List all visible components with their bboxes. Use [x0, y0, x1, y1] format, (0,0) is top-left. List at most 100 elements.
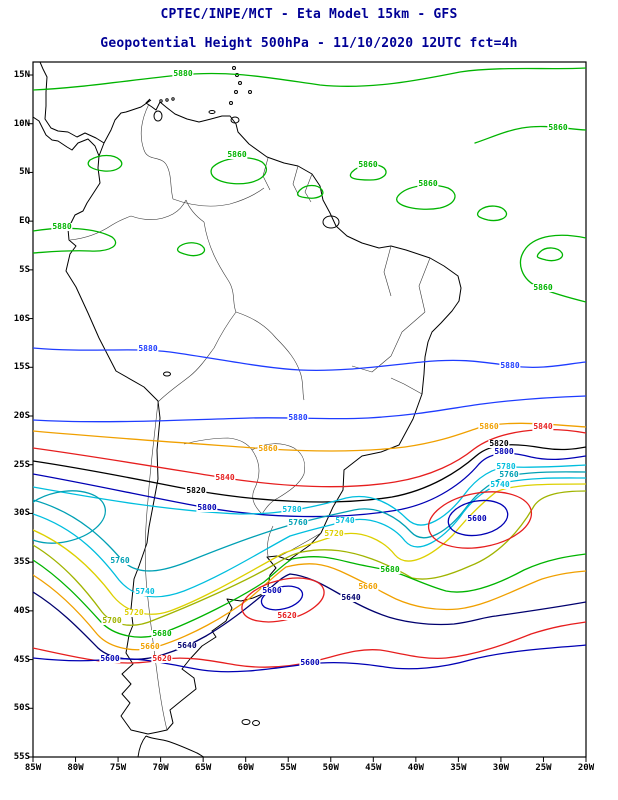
contour-label-5760: 5760: [109, 556, 131, 565]
contour-5860-loop: [396, 184, 456, 210]
contour-5600-closed-east-low: [447, 499, 509, 537]
lon-label-80W: 80W: [67, 763, 84, 773]
borders-layer: [69, 103, 431, 731]
contour-5840-band: [33, 428, 586, 488]
lat-label-45S: 45S: [13, 654, 30, 665]
contour-label-5880: 5880: [287, 413, 309, 422]
contour-5860-east: [519, 234, 586, 303]
lat-label-25S: 25S: [13, 459, 30, 470]
border-line: [144, 401, 168, 731]
coastline-central-america-pacific: [33, 116, 100, 157]
contour-label-5760: 5760: [287, 518, 309, 527]
lon-label-45W: 45W: [365, 763, 382, 773]
contour-label-5740: 5740: [489, 480, 511, 489]
border-line: [262, 157, 313, 203]
contour-label-5800: 5800: [196, 503, 218, 512]
lat-label-50S: 50S: [13, 703, 30, 714]
coastline-central-america-caribbean: [39, 62, 105, 144]
contour-5620-closed-center-low: [241, 577, 325, 623]
lat-label-EQ: EQ: [19, 216, 30, 227]
contour-5700-band: [33, 490, 586, 626]
contour-5860-northeast: [474, 125, 586, 144]
contour-label-5880: 5880: [51, 222, 73, 231]
lat-label-55S: 55S: [13, 752, 30, 762]
lat-label-15S: 15S: [13, 362, 30, 373]
lat-label-15N: 15N: [13, 70, 30, 80]
lon-label-25W: 25W: [535, 763, 552, 773]
chart-title-line1: CPTEC/INPE/MCT - Eta Model 15km - GFS: [160, 7, 458, 22]
lat-label-40S: 40S: [13, 605, 30, 616]
contour-5800-band: [33, 452, 586, 518]
lat-label-5S: 5S: [19, 264, 30, 275]
contour-label-5780: 5780: [281, 505, 303, 514]
contour-5720-band: [33, 483, 586, 615]
contour-label-5600: 5600: [466, 514, 488, 523]
contour-5660-band: [33, 563, 586, 651]
contour-label-5600: 5600: [299, 658, 321, 667]
island-marajo: [322, 215, 340, 229]
lat-label-5N: 5N: [19, 167, 30, 178]
border-line: [69, 199, 205, 241]
contour-label-5600: 5600: [261, 586, 283, 595]
island-margarita: [208, 110, 216, 114]
contour-label-5840: 5840: [214, 473, 236, 482]
border-line: [157, 311, 305, 403]
lon-label-40W: 40W: [407, 763, 424, 773]
lat-label-30S: 30S: [13, 508, 30, 519]
chart-title-line2: Geopotential Height 500hPa - 11/10/2020 …: [100, 36, 518, 51]
lake-titicaca: [163, 371, 171, 377]
lon-label-65W: 65W: [195, 763, 212, 773]
contour-label-5700: 5700: [101, 616, 123, 625]
lat-label-10N: 10N: [13, 118, 30, 129]
contour-label-5680: 5680: [379, 565, 401, 574]
contour-5600-band: [33, 644, 586, 673]
lon-label-50W: 50W: [322, 763, 339, 773]
contour-5860-band: [33, 422, 586, 452]
contour-5880-equator-west: [33, 227, 117, 254]
contour-label-5800: 5800: [493, 447, 515, 456]
contour-label-5820: 5820: [185, 486, 207, 495]
coastline-layer: [33, 62, 462, 757]
border-line: [203, 221, 237, 313]
contour-5680-band: [33, 553, 586, 638]
lon-label-55W: 55W: [280, 763, 297, 773]
contour-label-5640: 5640: [176, 641, 198, 650]
lon-label-70W: 70W: [152, 763, 169, 773]
lat-label-10S: 10S: [13, 313, 30, 324]
border-line: [267, 525, 322, 557]
lon-label-35W: 35W: [450, 763, 467, 773]
border-line: [351, 245, 431, 395]
contour-label-5860: 5860: [532, 283, 554, 292]
contour-5880-mid-b: [33, 395, 586, 423]
contour-label-5820: 5820: [488, 439, 510, 448]
contour-5760-closed-west: [33, 490, 107, 544]
contour-label-5740: 5740: [334, 516, 356, 525]
border-line: [183, 437, 305, 515]
contour-label-5720: 5720: [123, 608, 145, 617]
lon-label-60W: 60W: [237, 763, 254, 773]
contour-label-5760: 5760: [498, 470, 520, 479]
border-line: [140, 103, 174, 200]
lon-label-75W: 75W: [109, 763, 127, 773]
contour-5620-closed-east-low: [427, 491, 533, 549]
border-line: [172, 187, 265, 207]
contour-label-5880: 5880: [499, 361, 521, 370]
lon-label-20W: 20W: [577, 763, 595, 773]
lon-label-85W: 85W: [24, 763, 42, 773]
contour-label-5780: 5780: [495, 462, 517, 471]
contour-label-5720: 5720: [323, 529, 345, 538]
lake-maracaibo: [153, 110, 163, 122]
lon-label-30W: 30W: [492, 763, 510, 773]
contour-label-5640: 5640: [340, 593, 362, 602]
island-trinidad: [230, 116, 240, 124]
contour-label-5600: 5600: [99, 654, 121, 663]
contour-label-5860: 5860: [357, 160, 379, 169]
axis-ticks: [28, 74, 587, 762]
island-falkland-west: [241, 719, 251, 725]
contour-label-5860: 5860: [226, 150, 248, 159]
contour-5860-loop: [210, 157, 267, 185]
contour-label-5660: 5660: [357, 582, 379, 591]
coastline-tierra-del-fuego: [137, 735, 205, 757]
